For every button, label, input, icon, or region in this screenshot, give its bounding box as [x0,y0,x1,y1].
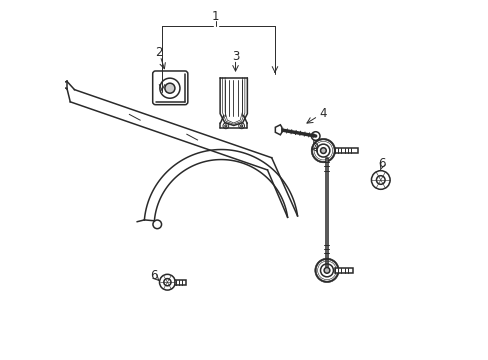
Text: 6: 6 [378,157,385,170]
Polygon shape [275,125,281,135]
Circle shape [324,267,329,273]
Text: 5: 5 [310,139,318,152]
Bar [334,268,352,273]
Circle shape [320,148,325,153]
Circle shape [224,125,226,127]
Circle shape [164,83,175,93]
Text: 4: 4 [319,107,326,120]
Text: 6: 6 [150,269,158,282]
FancyBboxPatch shape [152,71,187,105]
Text: 2: 2 [154,46,162,59]
Circle shape [240,125,242,127]
Bar [325,158,328,268]
Bar [334,148,357,153]
Text: 1: 1 [212,10,219,23]
Bar [175,280,185,285]
Text: 3: 3 [231,50,239,63]
